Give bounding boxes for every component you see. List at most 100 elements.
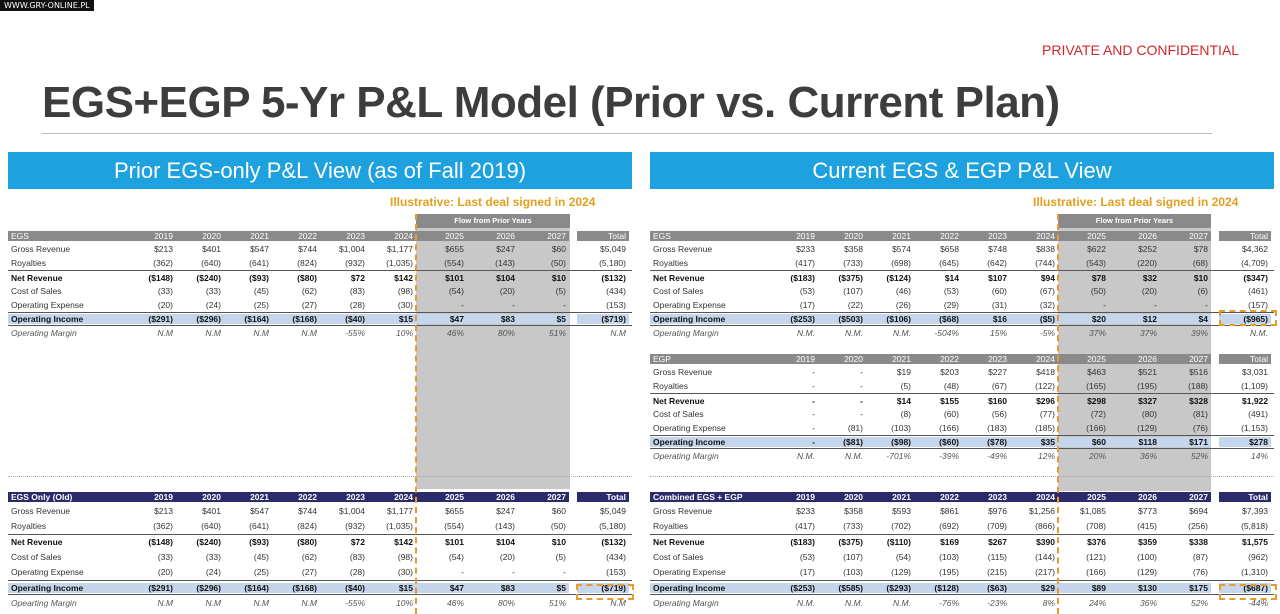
year-header: 2027 [518,230,569,241]
table-name: EGS [8,230,128,241]
cell: ($293) [866,582,914,593]
year-header: 2021 [224,491,272,502]
cell: (554) [444,258,464,268]
cell: 36% [1139,451,1157,461]
table-row: Operating Income ($291) ($296) ($164) ($168)… [8,312,632,326]
total-cell: ($719) [577,314,629,324]
cell: (45) [253,551,269,562]
cell: (215) [987,567,1007,578]
year-header: 2026 [1109,230,1160,241]
row-label: Gross Revenue [11,505,71,516]
cell: (76) [1192,567,1208,578]
cell: $10 [551,272,566,283]
cell: ($68) [914,314,962,324]
cell: (100) [1137,551,1157,562]
cell: (733) [843,258,863,268]
cell: $227 [988,367,1007,377]
left-banner: Prior EGS-only P&L View (as of Fall 2019… [8,152,632,189]
cell: $247 [496,505,515,516]
cell: $15 [368,582,416,593]
total-cell: (4,709) [1241,258,1268,268]
cell: $12 [1109,314,1160,324]
year-header: 2025 [1058,491,1109,502]
cell: (195) [939,567,959,578]
cell: (25) [253,567,269,578]
left-flow-shade [416,214,570,489]
table-row: Cost of Sales (53) (107) (46) (53) (60) (67) (5… [650,284,1274,298]
cell: -701% [886,451,911,461]
cell: $390 [1036,536,1055,547]
table-name: Combined EGS + EGP [650,491,770,502]
cell: 52% [1190,598,1208,609]
cell: $4 [1160,314,1211,324]
cell: $547 [250,505,269,516]
row-label: Net Revenue [653,272,705,283]
cell: (56) [991,409,1007,419]
table-row: Opearting Margin N.M N.M N.M N.M -55% 10% 46% 80… [8,595,632,610]
table-row: Royalties (362) (640) (641) (824) (932) (1,035… [8,256,632,270]
cell: (362) [153,521,173,532]
cell: ($93) [249,272,269,283]
cell: (67) [991,381,1007,391]
table-row: Net Revenue ($183) ($375) ($124) $14 $107 $94 $… [650,270,1274,284]
cell: (417) [795,258,815,268]
cell: - [563,567,566,578]
table-combined: Combined EGS + EGP 2019 2020 2021 2022 2023 20… [650,490,1274,611]
cell: (824) [297,521,317,532]
cell: ($148) [148,272,173,283]
table-row: Operating Margin N.M N.M N.M N.M -55% 10% 46% 80… [8,326,632,340]
table-header-row: EGS 2019 2020 2021 2022 2023 2024 2025 2026 2027 T… [8,229,632,242]
cell: - [512,567,515,578]
row-label: Royalties [11,258,46,268]
cell: (188) [1188,381,1208,391]
cell: (709) [987,521,1007,532]
cell: (866) [1035,521,1055,532]
cell: $60 [551,505,566,516]
table-row: Cost of Sales (53) (107) (54) (103) (115) (144… [650,549,1274,564]
cell: $104 [496,536,515,547]
cell: (81) [1192,409,1208,419]
cell: (81) [847,423,863,433]
cell: (217) [1035,567,1055,578]
table-row: Operating Expense (20) (24) (25) (27) (28) (30… [8,298,632,312]
year-header: 2022 [914,230,962,241]
cell: $401 [202,505,221,516]
cell: $744 [298,244,317,254]
total-cell: (434) [606,286,626,296]
cell: $773 [1138,505,1157,516]
cell: (195) [1137,381,1157,391]
left-separator [8,476,632,477]
cell: N.M [253,598,269,609]
year-header: 2025 [416,230,467,241]
row-label: Cost of Sales [653,551,704,562]
row-label: Operating Expense [11,567,84,578]
total-cell: -44% [1248,598,1268,609]
table-row: Net Revenue ($148) ($240) ($93) ($80) $72 $142… [8,533,632,549]
cell: $1,177 [387,505,413,516]
cell: (53) [799,551,815,562]
row-label: Gross Revenue [11,244,71,254]
cell: $175 [1160,582,1211,593]
cell: (48) [943,381,959,391]
row-label: Cost of Sales [11,286,62,296]
row-label: Cost of Sales [653,409,704,419]
year-header: 2022 [272,230,320,241]
cell: $1,004 [339,505,365,516]
total-header: Total [1219,353,1271,364]
cell: -23% [987,598,1007,609]
table-name: EGS Only (Old) [8,491,128,502]
cell: ($168) [272,582,320,593]
year-header: 2019 [128,230,176,241]
table-row: Royalties - - (5) (48) (67) (122) (165) (195) (18… [650,379,1274,393]
cell: $15 [368,314,416,324]
row-label: Cost of Sales [11,551,62,562]
cell: $169 [940,536,959,547]
cell: ($291) [128,314,176,324]
total-cell: $5,049 [600,244,626,254]
total-cell: $4,362 [1242,244,1268,254]
cell: ($110) [886,536,911,547]
table-row: Royalties (417) (733) (702) (692) (709) (866) (… [650,518,1274,533]
cell: $401 [202,244,221,254]
cell: N.M. [797,328,815,338]
year-header: 2027 [1160,230,1211,241]
